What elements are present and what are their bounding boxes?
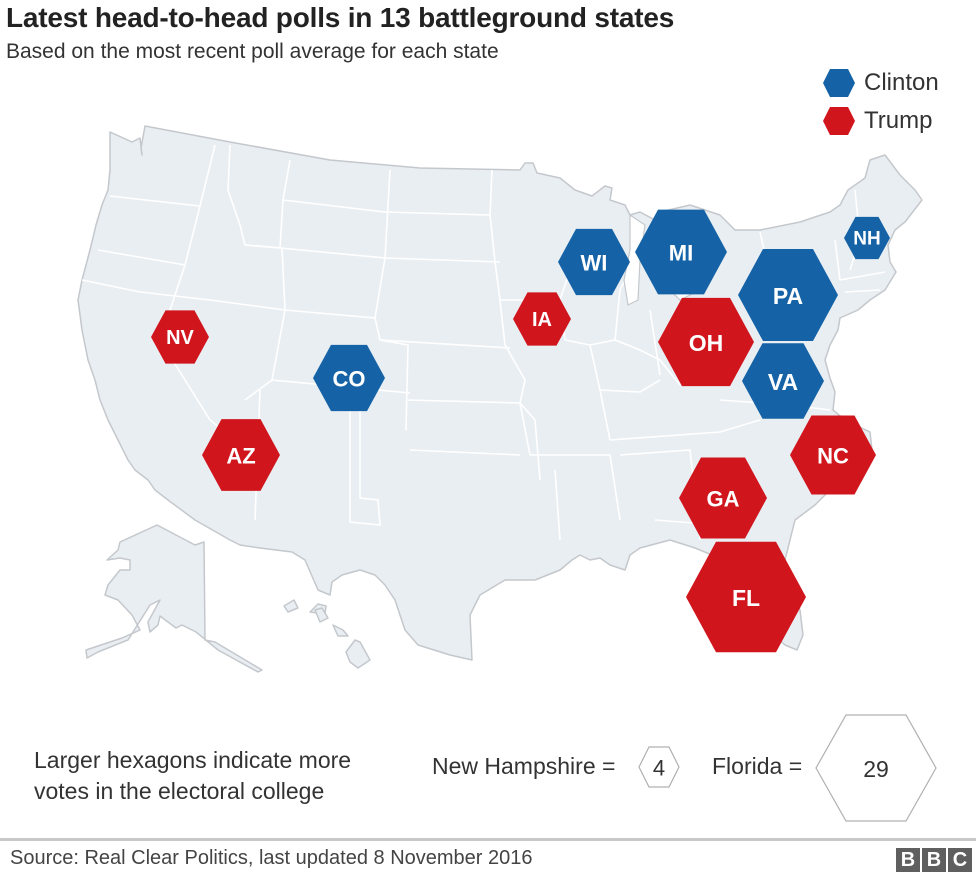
bbc-logo-c: C — [948, 848, 972, 872]
hexagon-blue-icon — [823, 69, 855, 97]
state-code-label: NV — [166, 327, 194, 349]
state-code-label: VA — [768, 369, 798, 395]
chart-title: Latest head-to-head polls in 13 battlegr… — [6, 2, 675, 33]
hexagon-trump-icon — [679, 457, 767, 539]
hexagon-trump-icon — [658, 297, 754, 387]
hexagon-clinton-icon — [738, 249, 838, 341]
bbc-logo-b1: B — [896, 848, 920, 872]
hexagon-trump-icon — [790, 415, 876, 495]
state-hexagon-mi: MI — [635, 209, 727, 295]
state-hexagon-nv: NV — [151, 310, 209, 364]
state-hexagon-oh: OH — [658, 297, 754, 387]
footer-divider — [0, 838, 976, 841]
size-scale: New Hampshire = 4 Florida = 29 — [432, 714, 972, 822]
state-code-label: IA — [532, 309, 552, 331]
state-hexagon-ga: GA — [679, 457, 767, 539]
battleground-hexagons: NV CO AZ IA WI MI NH PA OH VA NC GA FL — [151, 209, 890, 653]
hexagon-trump-icon — [686, 541, 806, 653]
hexagon-red-icon — [823, 107, 855, 135]
bbc-logo: B B C — [896, 848, 972, 872]
hexagon-clinton-icon — [742, 343, 824, 419]
state-hexagon-va: VA — [742, 343, 824, 419]
state-code-label: NC — [817, 444, 849, 469]
state-hexagon-co: CO — [313, 344, 385, 412]
scale-large-value: 29 — [863, 756, 889, 782]
bbc-logo-b2: B — [922, 848, 946, 872]
chart-subtitle: Based on the most recent poll average fo… — [6, 40, 499, 63]
source-note: Source: Real Clear Politics, last update… — [10, 847, 533, 869]
hexagon-outline-small-icon: 4 — [638, 746, 680, 788]
state-code-label: FL — [732, 585, 760, 611]
legend-item-clinton: Clinton — [822, 64, 939, 102]
state-code-label: AZ — [226, 444, 255, 469]
scale-small-value: 4 — [653, 756, 665, 781]
state-hexagon-az: AZ — [202, 419, 280, 491]
state-hexagon-nh: NH — [844, 216, 890, 260]
state-code-label: OH — [689, 330, 724, 356]
state-hexagon-fl: FL — [686, 541, 806, 653]
state-code-label: PA — [773, 283, 803, 309]
state-hexagon-nc: NC — [790, 415, 876, 495]
hexagon-clinton-icon — [558, 228, 630, 296]
size-note-line2: votes in the electoral college — [34, 778, 325, 804]
hexagon-clinton-icon — [844, 216, 890, 260]
hexagon-trump-icon — [513, 292, 571, 346]
legend-item-trump: Trump — [822, 102, 939, 140]
state-hexagon-pa: PA — [738, 249, 838, 341]
scale-small-label: New Hampshire = — [432, 753, 616, 779]
size-note: Larger hexagons indicate more votes in t… — [34, 745, 351, 807]
hexagon-clinton-icon — [635, 209, 727, 295]
hexagon-outline-large-icon: 29 — [815, 714, 937, 822]
scale-large-label: Florida = — [712, 753, 803, 779]
hexagon-clinton-icon — [313, 344, 385, 412]
state-code-label: CO — [333, 367, 366, 392]
state-code-label: NH — [853, 229, 880, 250]
size-note-line1: Larger hexagons indicate more — [34, 747, 352, 773]
legend: Clinton Trump — [822, 64, 939, 140]
state-hexagon-wi: WI — [558, 228, 630, 296]
state-code-label: WI — [581, 251, 608, 276]
hexagon-trump-icon — [151, 310, 209, 364]
state-hexagon-ia: IA — [513, 292, 571, 346]
legend-label-trump: Trump — [864, 107, 933, 134]
state-code-label: MI — [669, 241, 693, 266]
legend-label-clinton: Clinton — [864, 69, 939, 96]
state-code-label: GA — [707, 487, 740, 512]
hexagon-trump-icon — [202, 419, 280, 491]
us-map: NV CO AZ IA WI MI NH PA OH VA NC GA FL — [77, 125, 923, 673]
